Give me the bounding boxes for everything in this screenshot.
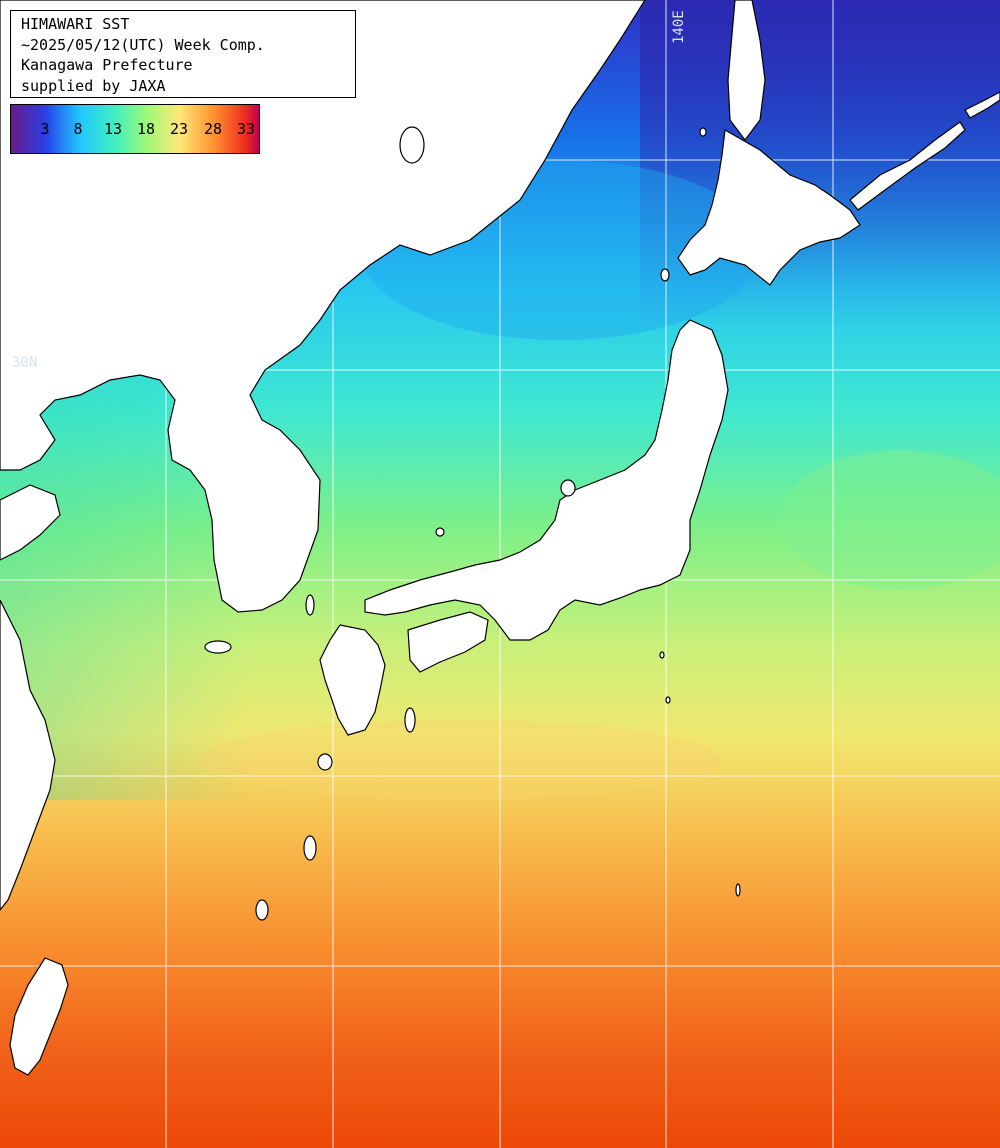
land-ulleung [399,126,425,164]
land-hokkaido [677,129,861,286]
legend-tick: 23 [169,120,189,138]
land-shikoku [407,611,489,673]
grid-label-lat: 30N [12,355,37,371]
land-kurils [849,121,966,211]
legend-tick: 18 [136,120,156,138]
land-kyushu [319,624,386,736]
temperature-legend: 3 8 13 18 23 28 33 [10,104,260,154]
land-amami [317,753,333,771]
land-china-south [0,599,56,911]
land-honshu [364,319,729,641]
land-jeju [204,640,232,654]
grid-label-lon: 140E [671,10,687,44]
land-tanegashima [404,707,416,733]
land-izu-1 [659,651,665,659]
legend-ticks: 3 8 13 18 23 28 33 [11,105,259,153]
title-line-2: ~2025/05/12(UTC) Week Comp. [21,35,265,54]
title-box: HIMAWARI SST ~2025/05/12(UTC) Week Comp.… [10,10,356,98]
legend-tick: 8 [73,120,83,138]
title-line-4: supplied by JAXA [21,76,166,95]
title-line-1: HIMAWARI SST [21,15,130,33]
land-china-coast [0,484,61,561]
sea-east-green [780,450,1000,590]
land-tsushima [305,594,315,616]
land-sakhalin [727,0,766,141]
title-line-3: Kanagawa Prefecture [21,56,193,74]
land-bonin [735,883,741,897]
legend-colorbar [11,105,259,153]
land-miyako [255,899,269,921]
land-taiwan [9,957,69,1076]
legend-tick: 28 [203,120,223,138]
sea-north-cold [640,0,1000,330]
land-izu-2 [665,696,671,704]
land-rishiri [699,127,707,137]
legend-tick: 33 [236,120,256,138]
land-kurils-north [964,91,1000,119]
legend-tick: 3 [40,120,50,138]
land-okinawa [303,835,317,861]
sea-kuroshio-warm [200,720,720,800]
land-okushiri [660,268,670,282]
legend-tick: 13 [103,120,123,138]
land-oki [435,527,445,537]
land-sado [560,479,576,497]
